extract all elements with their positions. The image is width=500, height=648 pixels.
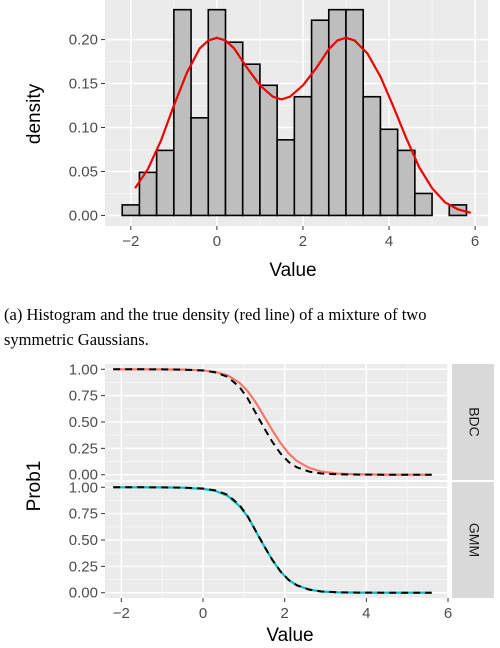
histogram-chart: 0.00 0.05 0.10 0.15 0.20 −2 0 2 4 6 Value density: [24, 0, 488, 281]
facet-gmm-y-tick-label: 0.25: [69, 558, 98, 575]
histogram-x-tick-label: 0: [213, 233, 221, 250]
histogram-bar: [414, 192, 433, 217]
facet-bdc-y-tick-label: 0.25: [69, 440, 98, 457]
facet-gmm-x-tick-label: 4: [362, 605, 370, 622]
facet-gmm-strip: [452, 482, 494, 598]
histogram-bar: [241, 63, 261, 217]
facet-bdc-y-tick-label: 0.00: [69, 467, 98, 484]
histogram-y-axis-title: density: [24, 83, 45, 144]
facet-gmm-y-tick-label: 0.75: [69, 506, 98, 523]
histogram-bar: [396, 149, 416, 217]
probability-facet-chart: 0.00 0.25 0.50 0.75 1.00 BDC 0.00 0.25 0.50 0.75 1…: [24, 361, 494, 646]
histogram-bar: [121, 204, 141, 217]
histogram-bar: [310, 19, 330, 217]
histogram-y-tick-label: 0.05: [69, 163, 98, 180]
facet-bdc-strip-label: BDC: [466, 407, 482, 437]
histogram-bar: [259, 84, 278, 217]
histogram-bar: [173, 8, 192, 217]
prob-x-axis-title: Value: [266, 625, 313, 646]
facet-bdc-dashed-reference-line: [113, 368, 432, 476]
facet-gmm-y-tick-label: 0.00: [69, 585, 98, 602]
facet-gmm-x-tick-label: 0: [199, 605, 207, 622]
facet-gmm-y-tick-label: 0.50: [69, 532, 98, 549]
histogram-y-tick-label: 0.10: [69, 120, 98, 137]
histogram-y-tick-label: 0.20: [69, 32, 98, 49]
figure-caption: (a) Histogram and the true density (red …: [4, 305, 427, 349]
facet-gmm-x-tick-label: −2: [113, 605, 130, 622]
facet-gmm-x-tick-label: 6: [444, 605, 452, 622]
facet-bdc-strip: [452, 364, 494, 480]
histogram-y-tick-label: 0.15: [69, 76, 98, 93]
histogram-bar: [224, 41, 244, 217]
facet-gmm-y-tick-label: 1.00: [69, 479, 98, 496]
histogram-x-tick-label: −2: [122, 233, 139, 250]
histogram-bar: [379, 128, 399, 217]
histogram-x-axis-title: Value: [269, 260, 316, 281]
histogram-bar: [293, 95, 313, 217]
facet-gmm-strip-label: GMM: [466, 523, 482, 557]
facet-bdc-y-tick-label: 1.00: [69, 361, 98, 378]
histogram-x-tick-label: 4: [385, 233, 393, 250]
prob-y-axis-title: Prob1: [24, 461, 45, 512]
facet-bdc-y-tick-label: 0.75: [69, 388, 98, 405]
facet-gmm-dashed-reference-line: [113, 486, 432, 594]
histogram-bar: [190, 117, 210, 217]
facet-gmm-x-tick-label: 2: [280, 605, 288, 622]
facet-bdc-y-tick-label: 0.50: [69, 414, 98, 431]
histogram-y-tick-label: 0.00: [69, 207, 98, 224]
histogram-bar: [276, 139, 296, 217]
density-curve-line: [134, 36, 472, 214]
histogram-x-tick-label: 6: [471, 233, 479, 250]
histogram-bar: [155, 149, 175, 217]
histogram-bar: [362, 95, 382, 217]
histogram-x-tick-label: 2: [299, 233, 307, 250]
